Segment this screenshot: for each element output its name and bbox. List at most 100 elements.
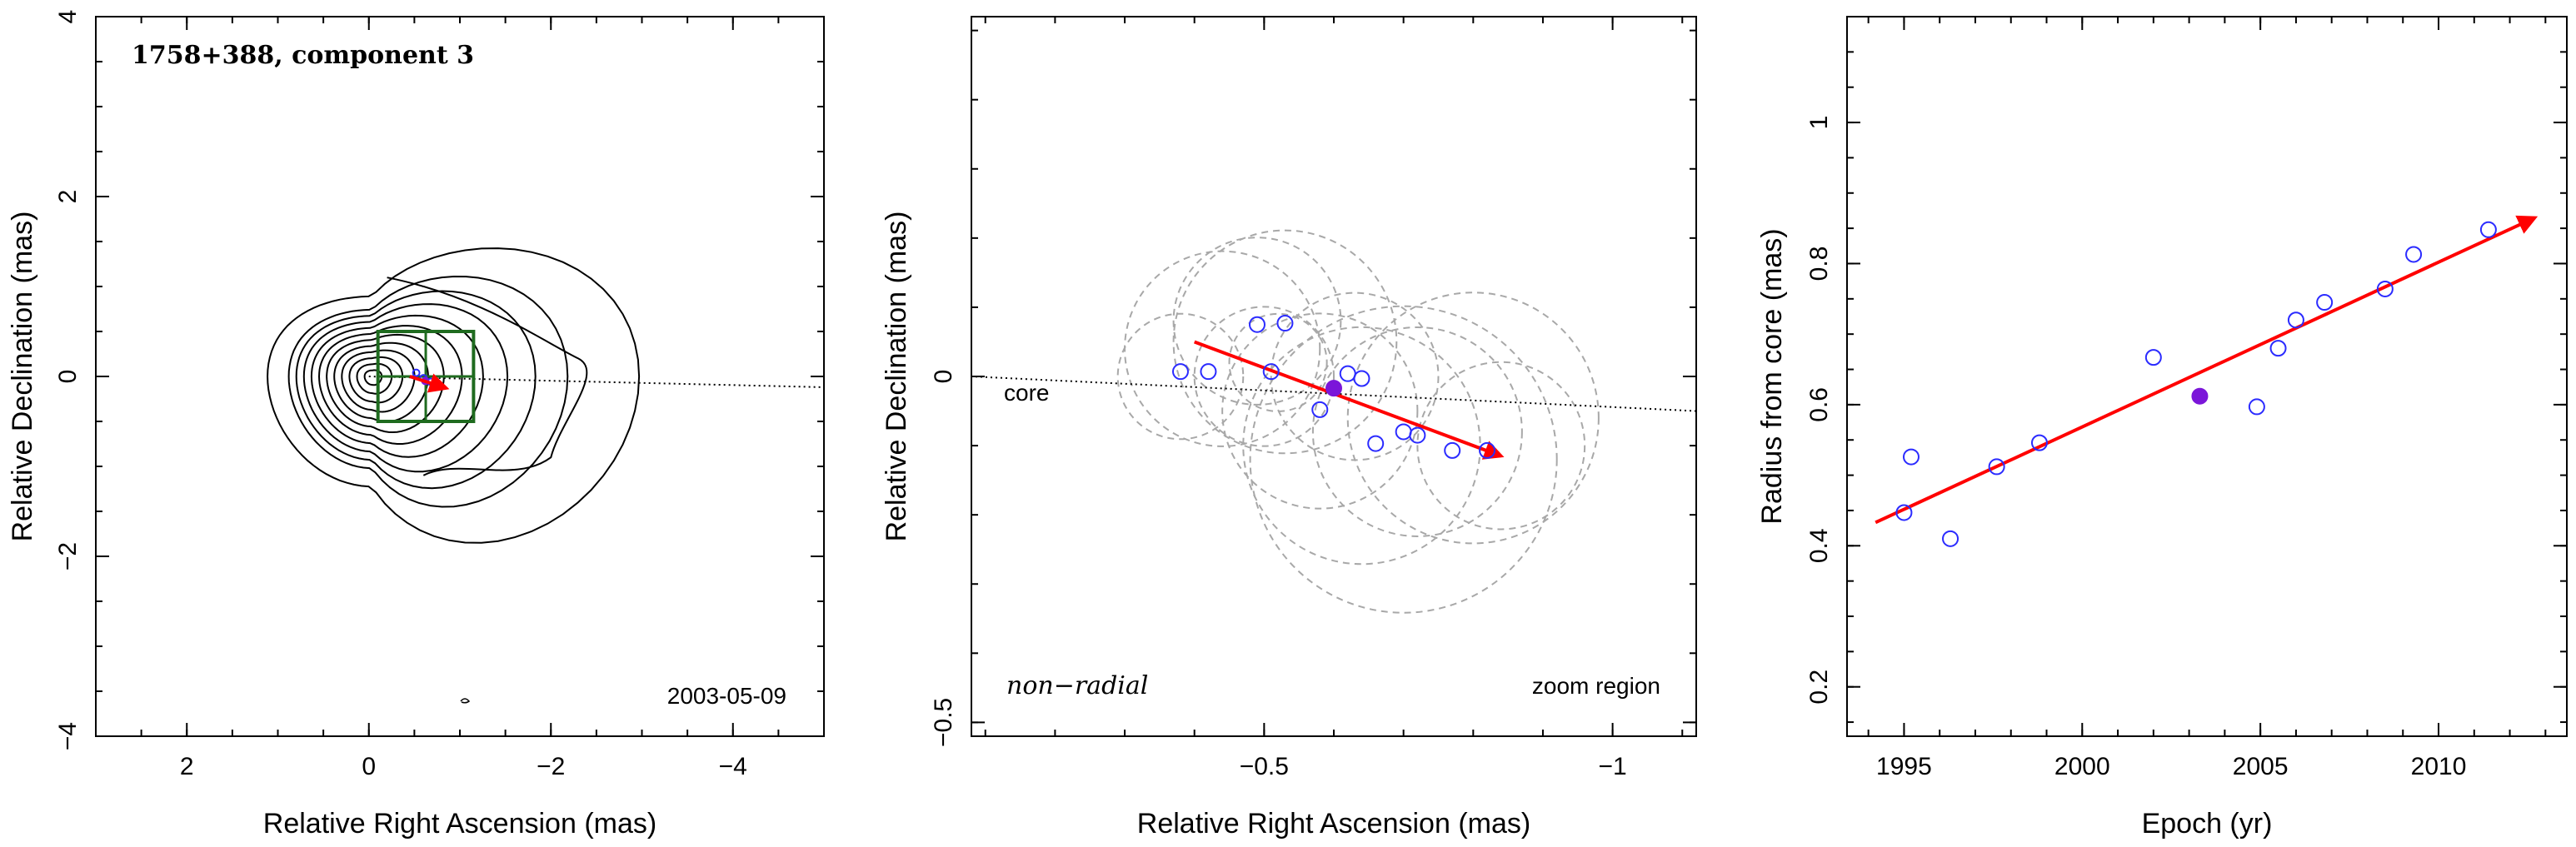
motion-vector [1193,340,1505,460]
panel-3-frame [1846,16,2568,737]
panel-2-plot-area [971,229,1696,614]
panel-1-title: 1758+388, component 3 [132,41,474,70]
contour-level [356,362,393,395]
x-tick-label: 0 [362,753,376,780]
core-label: core [1004,380,1049,406]
panel-2-x-axis-label: Relative Right Ascension (mas) [1137,808,1530,840]
panel-1-plot-area [267,247,824,544]
contour-level [348,356,404,404]
data-point-open [2144,349,2162,366]
panel-1-frame [95,16,825,737]
beam-mark [460,698,471,704]
data-point-open [2316,294,2334,311]
x-tick-label: 2 [180,753,194,780]
x-tick-label: 2010 [2411,753,2467,780]
contour-level [326,333,445,434]
y-tick-label: 4 [54,10,82,24]
component-circle [1416,361,1586,531]
y-tick-label: −0.5 [930,698,957,747]
component-circle [1124,250,1321,447]
y-tick-label: 0.8 [1805,247,1833,282]
core-direction-line [971,369,1696,412]
data-point-open [2405,246,2423,263]
y-tick-label: 2 [54,190,82,204]
data-point-open [2269,340,2287,357]
y-tick-label: −4 [54,722,82,750]
contour-map [267,247,641,544]
panel-2-points [1171,315,1496,459]
contour-level [267,247,641,544]
panel-2: −0.5 −1−0.50 core non−radial zoom region … [881,16,1697,840]
data-point-open [412,368,421,377]
component-circle [1172,237,1342,406]
x-tick-label: 2005 [2233,753,2289,780]
x-tick-label: −0.5 [1240,753,1289,780]
panel-1: 2 0 −2 −4 −4 −2 0 2 4 1758+388, component 3 2003… [7,10,825,840]
component-circle [1228,312,1328,412]
data-point-open [1902,448,1920,466]
trend-vector [1875,215,2539,525]
data-point-open [1479,441,1496,459]
data-point-open [1942,530,1959,547]
panel-2-ticks: −0.5 −1 −0.5 0 [930,17,1696,780]
panel-1-x-axis-label: Relative Right Ascension (mas) [263,808,656,840]
data-point-open [1395,423,1412,441]
x-tick-label: −2 [537,753,565,780]
data-point-open [1409,426,1426,444]
panel-3-plot-area [1875,215,2539,547]
y-tick-label: 0.2 [1805,670,1833,705]
panel-2-y-axis-label: Relative Declination (mas) [881,212,912,542]
data-point-open [1200,363,1217,381]
data-point-open [1988,458,2005,476]
data-point-open [1367,435,1385,452]
panel-3-x-axis-label: Epoch (yr) [2142,808,2273,840]
component-circle [1116,312,1245,441]
data-point-open [1248,316,1266,333]
y-tick-label: 0.6 [1805,387,1833,422]
panel-3-y-axis-label: Radius from core (mas) [1756,228,1788,524]
component-circle [1249,305,1558,614]
motion-vector [409,373,450,393]
component-circle [1193,306,1335,447]
data-point-filled [2191,387,2209,405]
component-circle [1172,229,1398,455]
x-tick-label: 2000 [2054,753,2110,780]
x-tick-label: −4 [719,753,747,780]
data-point-open [1171,363,1189,381]
contour-level [295,290,537,490]
y-tick-label: 0 [54,370,82,384]
panel-2-label-left: non−radial [1006,671,1148,700]
panel-2-label-right: zoom region [1532,673,1660,699]
contour-level [302,303,509,473]
data-point-open [1895,504,1913,521]
x-tick-label: −1 [1599,753,1627,780]
panel-1-y-axis-label: Relative Declination (mas) [7,212,38,542]
contour-level [317,325,463,445]
contour-lobe [387,277,588,476]
data-point-open [2287,311,2304,329]
contour-level [287,275,569,508]
y-tick-label: 1 [1805,116,1833,130]
component-circle [1221,312,1419,510]
y-tick-label: −2 [54,542,82,570]
panel-3: 1995 2000 2005 2010 0.2 0.4 0.6 0.8 1 Epoch (yr)… [1756,16,2568,840]
panel-3-points [1895,221,2497,547]
component-size-circles [1116,229,1600,614]
y-tick-label: 0.4 [1805,528,1833,563]
contour-level [341,349,416,413]
component-circle [1346,291,1600,545]
panel-3-ticks: 1995 2000 2005 2010 0.2 0.4 0.6 0.8 1 [1805,16,2567,780]
panel-2-frame [971,16,1697,737]
y-tick-label: 0 [930,370,957,384]
panel-1-ticks: 2 0 −2 −4 −4 −2 0 2 4 [54,10,825,780]
data-point-filled [1325,380,1342,397]
data-point-open [1353,370,1370,387]
data-point-open [1262,363,1280,381]
data-point-open [1276,315,1294,332]
data-point-open [1444,441,1461,459]
data-point-open [2479,221,2497,238]
data-point-open [1339,365,1356,382]
component-circle [1242,326,1481,565]
data-point-open [1311,401,1329,418]
